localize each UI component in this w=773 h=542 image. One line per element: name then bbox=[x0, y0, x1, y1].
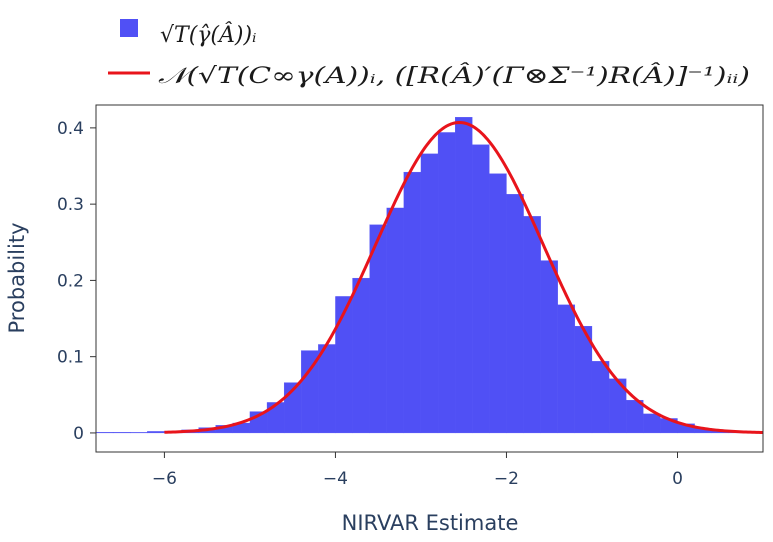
normal-curve-layer bbox=[164, 120, 764, 434]
histogram-bar bbox=[386, 207, 404, 434]
histogram-bar bbox=[130, 432, 148, 434]
histogram-bar bbox=[489, 173, 507, 434]
histogram-bar bbox=[506, 194, 524, 434]
histogram-bar bbox=[147, 431, 165, 434]
legend-swatch-histogram bbox=[120, 19, 138, 37]
histogram-bar bbox=[420, 153, 439, 434]
histogram-bar bbox=[540, 260, 558, 434]
histogram-bar bbox=[643, 413, 661, 434]
x-tick-label: 0 bbox=[672, 469, 683, 489]
x-axis-title: NIRVAR Estimate bbox=[342, 511, 519, 535]
histogram-bar bbox=[557, 304, 576, 434]
histogram-bar bbox=[352, 277, 370, 434]
y-tick-label: 0.3 bbox=[57, 195, 84, 215]
plot-frame bbox=[95, 104, 764, 453]
x-tick-label: −6 bbox=[152, 469, 177, 489]
y-axis: 0 0.1 0.2 0.3 0.4 bbox=[57, 119, 96, 444]
histogram-bar bbox=[335, 296, 353, 434]
histogram-bar bbox=[455, 117, 473, 434]
histogram-bar bbox=[523, 216, 541, 434]
histogram-bar bbox=[266, 402, 285, 434]
legend-label-normal-curve: 𝒩(√T(C∞γ(A))ᵢ, ([R(Â)′(Γ⊗Σ⁻¹)R(Â)]⁻¹)ᵢᵢ) bbox=[158, 62, 750, 89]
histogram-bar bbox=[112, 432, 131, 434]
y-tick-label: 0.2 bbox=[57, 271, 84, 291]
y-tick-label: 0.4 bbox=[57, 119, 84, 139]
y-axis-title: Probability bbox=[5, 222, 29, 333]
histogram-bars bbox=[95, 117, 764, 434]
y-tick-label: 0 bbox=[73, 424, 84, 444]
legend: √T(γ̂(Â))ᵢ 𝒩(√T(C∞γ(A))ᵢ, ([R(Â)′(Γ⊗Σ⁻¹)… bbox=[108, 19, 750, 89]
histogram-bar bbox=[403, 171, 422, 434]
histogram-bar bbox=[95, 432, 114, 434]
normal-pdf-line bbox=[164, 120, 764, 434]
legend-label-histogram: √T(γ̂(Â))ᵢ bbox=[160, 21, 257, 48]
x-tick-label: −2 bbox=[494, 469, 519, 489]
x-axis: −6 −4 −2 0 bbox=[152, 452, 683, 489]
x-tick-label: −4 bbox=[323, 469, 348, 489]
histogram-bar bbox=[626, 399, 644, 434]
histogram-bar bbox=[472, 144, 490, 434]
histogram-bar bbox=[437, 132, 456, 434]
histogram-bar bbox=[318, 344, 336, 434]
histogram-bar bbox=[591, 361, 610, 434]
y-tick-label: 0.1 bbox=[57, 348, 84, 368]
